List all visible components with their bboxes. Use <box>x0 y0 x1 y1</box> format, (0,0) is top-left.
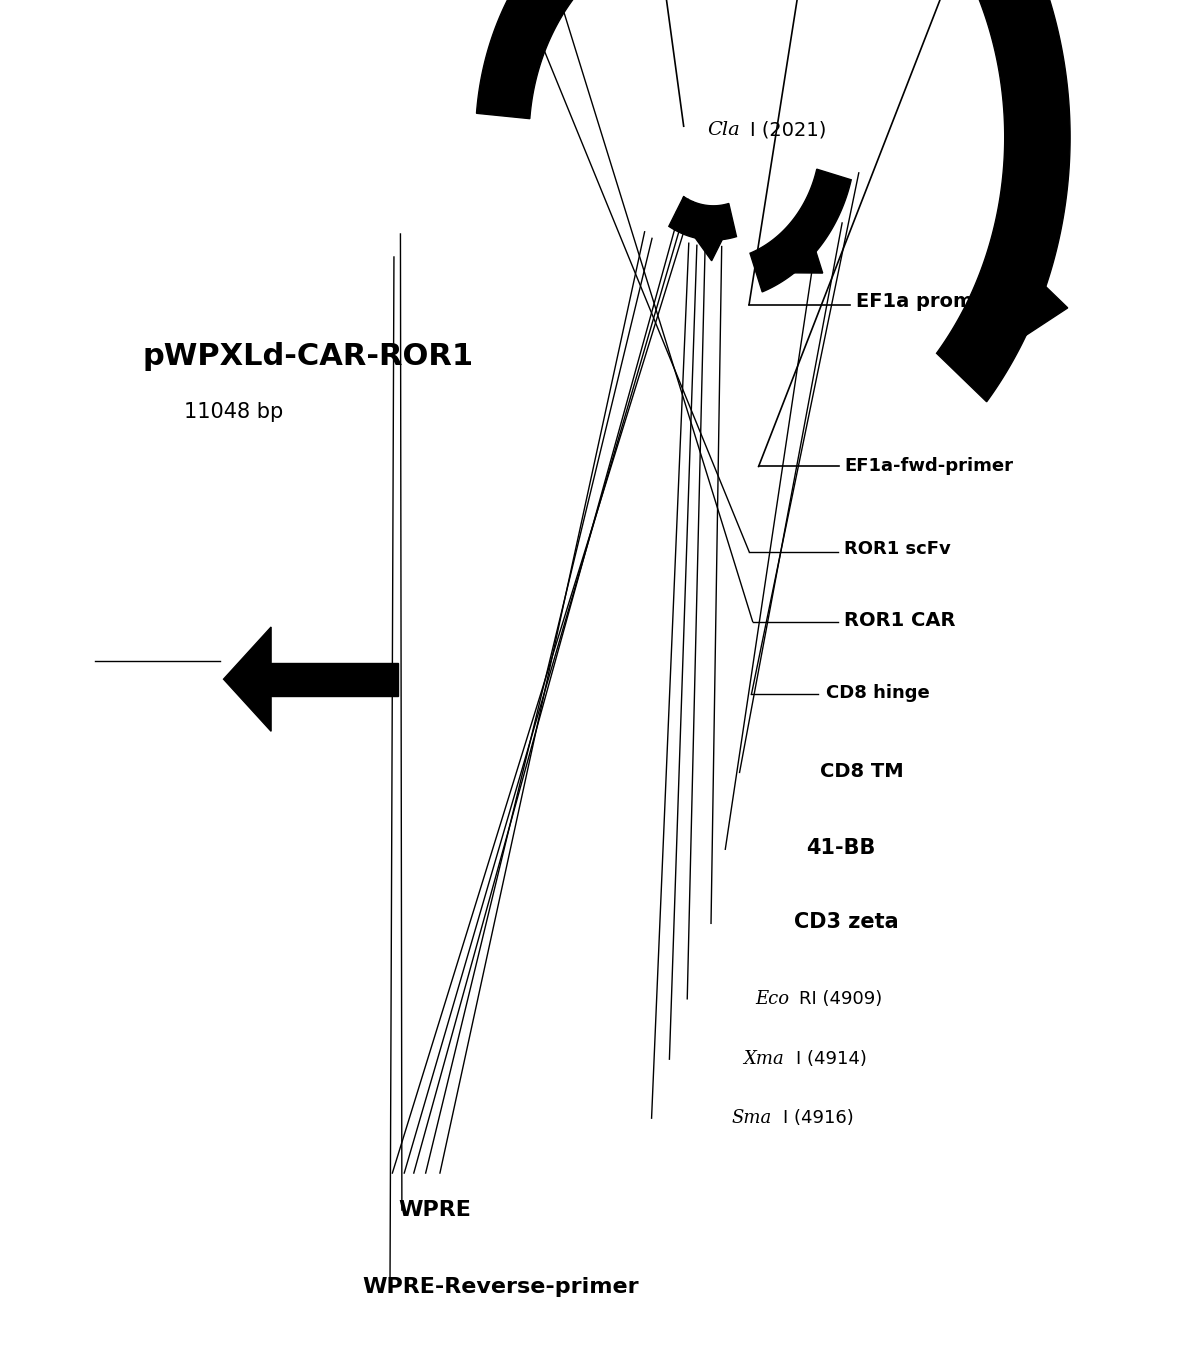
Polygon shape <box>677 211 731 261</box>
Polygon shape <box>477 0 635 118</box>
Text: RI (4909): RI (4909) <box>799 989 882 1008</box>
Text: CD3 zeta: CD3 zeta <box>794 912 899 932</box>
Text: CD8 hinge: CD8 hinge <box>826 683 930 702</box>
Text: WPRE: WPRE <box>398 1200 471 1220</box>
Text: Eco: Eco <box>755 989 789 1008</box>
Text: ROR1 CAR: ROR1 CAR <box>844 611 956 630</box>
Text: 41-BB: 41-BB <box>806 838 875 858</box>
Polygon shape <box>750 169 851 292</box>
Text: pWPXLd-CAR-ROR1: pWPXLd-CAR-ROR1 <box>143 342 473 372</box>
Text: CD8 TM: CD8 TM <box>820 761 904 781</box>
Text: 11048 bp: 11048 bp <box>184 402 283 421</box>
Polygon shape <box>224 627 271 731</box>
Text: Xma: Xma <box>743 1050 784 1069</box>
Polygon shape <box>652 0 1070 402</box>
Text: EF1a promoter: EF1a promoter <box>856 292 1019 311</box>
Text: I (4916): I (4916) <box>784 1109 854 1128</box>
Text: Cla: Cla <box>707 121 741 140</box>
Polygon shape <box>271 663 398 696</box>
Text: ROR1 scFv: ROR1 scFv <box>844 539 951 558</box>
Text: EF1a-fwd-primer: EF1a-fwd-primer <box>844 457 1013 476</box>
Polygon shape <box>756 222 823 273</box>
Text: I (4914): I (4914) <box>795 1050 867 1069</box>
Text: Sma: Sma <box>731 1109 772 1128</box>
Text: I (2021): I (2021) <box>750 121 826 140</box>
Polygon shape <box>962 244 1068 377</box>
Text: WPRE-Reverse-primer: WPRE-Reverse-primer <box>363 1277 640 1297</box>
Polygon shape <box>668 196 736 240</box>
